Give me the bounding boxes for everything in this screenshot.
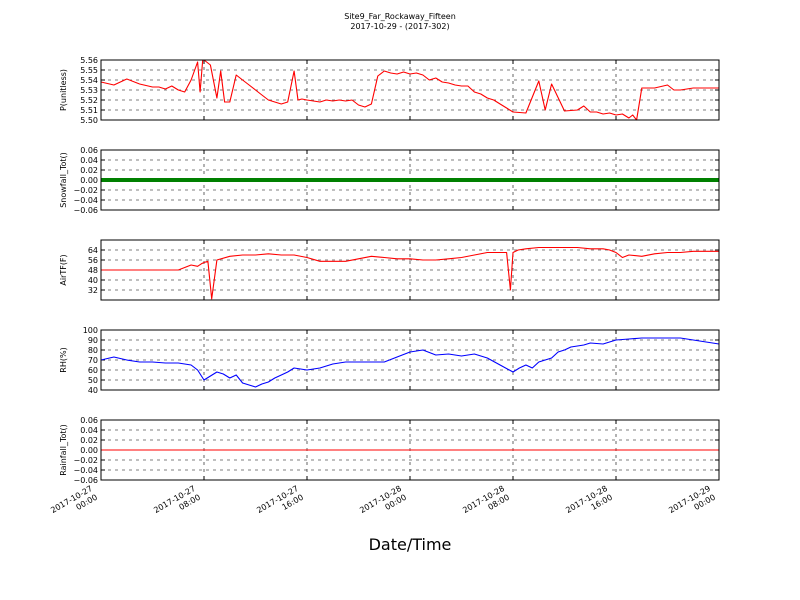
axes-frame: [100, 329, 720, 391]
y-tick-label: 0.00: [80, 446, 98, 455]
y-tick-label: 40: [88, 386, 98, 395]
y-tick-label: −0.06: [73, 476, 98, 485]
x-tick-label: 2017-10-2800:00: [358, 484, 408, 524]
panel-1: −0.06−0.04−0.020.000.020.040.06 Snowfall_…: [59, 146, 720, 215]
y-tick-label: 5.54: [80, 76, 98, 85]
y-tick-label: 0.04: [80, 156, 98, 165]
y-tick-label: −0.04: [73, 466, 98, 475]
x-tick-label: 2017-10-2900:00: [667, 484, 717, 524]
panel-4: −0.06−0.04−0.020.000.020.040.06 Rainfall_…: [59, 416, 720, 485]
axes-frame: [100, 149, 720, 211]
y-tick-label: 5.55: [80, 66, 98, 75]
axes-frame: [100, 59, 720, 121]
y-tick-label: 5.53: [80, 86, 98, 95]
y-tick-label: −0.04: [73, 196, 98, 205]
y-tick-label: 90: [88, 336, 98, 345]
chart-subtitle: 2017-10-29 - (2017-302): [350, 22, 449, 31]
y-tick-label: 56: [88, 256, 98, 265]
chart-title: Site9_Far_Rockaway_Fifteen: [344, 12, 456, 21]
x-tick-label: 2017-10-2716:00: [255, 484, 305, 524]
y-axis-label: RH(%): [59, 347, 68, 372]
series-line: [101, 246, 719, 300]
panels: 5.505.515.525.535.545.555.56 P(unitless) −…: [59, 56, 720, 485]
y-tick-label: −0.02: [73, 186, 98, 195]
y-tick-label: 0.02: [80, 436, 98, 445]
y-tick-label: 70: [88, 356, 98, 365]
series-line: [100, 59, 719, 121]
axes-frame: [100, 419, 720, 481]
y-tick-label: 0.02: [80, 166, 98, 175]
x-tick-labels: 2017-10-2700:00 2017-10-2708:00 2017-10-27…: [49, 484, 717, 524]
y-tick-label: 5.51: [80, 106, 98, 115]
y-tick-label: 0.06: [80, 416, 98, 425]
y-tick-label: 0.04: [80, 426, 98, 435]
x-tick-label: 2017-10-2700:00: [49, 484, 99, 524]
y-tick-label: 5.52: [80, 96, 98, 105]
y-tick-label: −0.02: [73, 456, 98, 465]
y-tick-label: 50: [88, 376, 98, 385]
x-axis-label: Date/Time: [369, 535, 452, 554]
panel-0: 5.505.515.525.535.545.555.56 P(unitless): [59, 56, 720, 125]
y-tick-label: 80: [88, 346, 98, 355]
y-axis-label: Rainfall_Tot(): [59, 424, 68, 476]
series-line: [100, 337, 720, 388]
y-tick-label: 32: [88, 286, 98, 295]
axes-frame: [100, 239, 720, 301]
y-tick-label: 5.50: [80, 116, 98, 125]
x-tick-label: 2017-10-2808:00: [461, 484, 511, 524]
y-axis-label: P(unitless): [59, 69, 68, 111]
y-tick-label: 100: [83, 326, 98, 335]
y-tick-label: 64: [88, 246, 98, 255]
x-tick-label: 2017-10-2816:00: [564, 484, 614, 524]
y-axis-label: AirTF(F): [59, 254, 68, 285]
y-tick-label: −0.06: [73, 206, 98, 215]
y-tick-label: 0.00: [80, 176, 98, 185]
y-tick-label: 60: [88, 366, 98, 375]
y-tick-label: 40: [88, 276, 98, 285]
y-tick-label: 0.06: [80, 146, 98, 155]
x-tick-label: 2017-10-2708:00: [152, 484, 202, 524]
y-tick-label: 5.56: [80, 56, 98, 65]
y-tick-label: 48: [88, 266, 98, 275]
y-axis-label: Snowfall_Tot(): [59, 152, 68, 208]
